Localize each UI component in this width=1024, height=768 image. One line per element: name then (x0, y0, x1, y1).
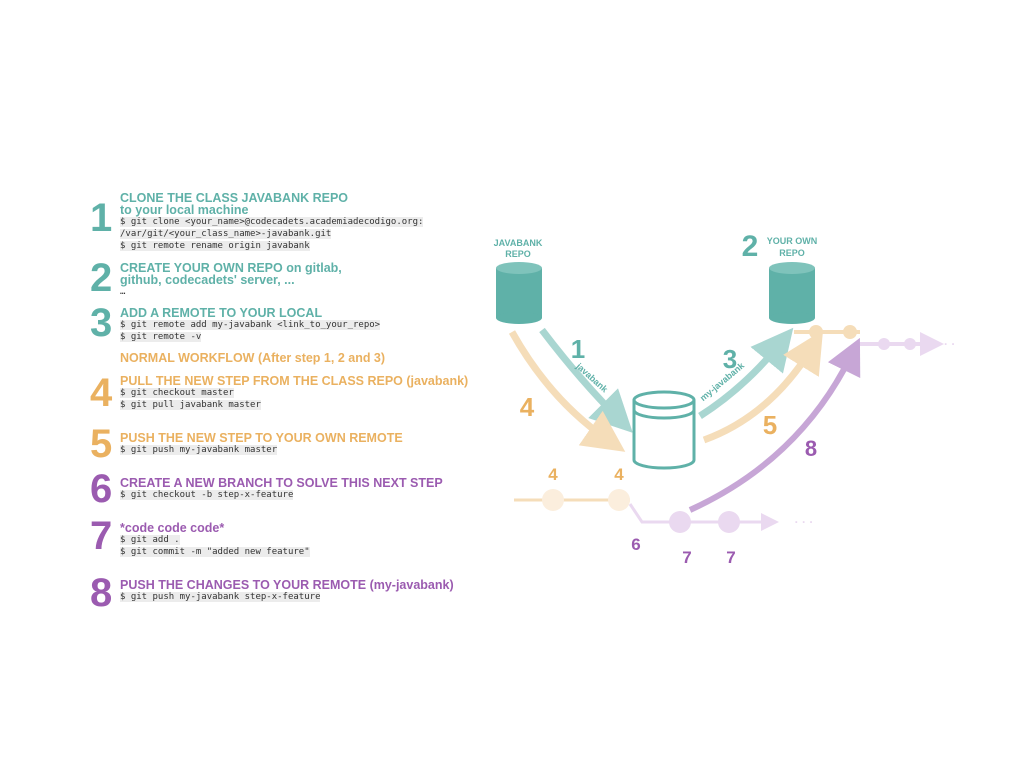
commit-dot (669, 511, 691, 533)
step-title: PUSH THE NEW STEP TO YOUR OWN REMOTE (120, 431, 403, 445)
step-title: CREATE YOUR OWN REPO on gitlab, (120, 261, 342, 275)
repo-cylinder-top (769, 262, 815, 274)
own-repo: 2 YOUR OWN REPO (742, 230, 818, 324)
arrow-push-branch-number: 8 (805, 436, 817, 461)
commit-label-7b: 7 (726, 548, 735, 567)
commit-dot (843, 325, 857, 339)
step-title: CREATE A NEW BRANCH TO SOLVE THIS NEXT S… (120, 476, 443, 490)
local-repo (632, 390, 696, 470)
arrow-clone-number: 1 (571, 334, 585, 364)
commit-label-4b: 4 (614, 465, 624, 484)
remote-branch-ellipsis: · · · (937, 337, 956, 351)
repo-cylinder-bottom (769, 312, 815, 324)
step-number: 2 (90, 256, 113, 300)
commit-label-7a: 7 (682, 548, 691, 567)
code-line: $ git push my-javabank step-x-feature (120, 592, 321, 602)
commit-dot (608, 489, 630, 511)
step-title: PULL THE NEW STEP FROM THE CLASS REPO (j… (120, 374, 469, 388)
commit-dot (718, 511, 740, 533)
step-number: 4 (90, 371, 113, 415)
repo-cylinder-bottom (496, 312, 542, 324)
commit-label-6: 6 (631, 535, 640, 554)
step-number: 6 (90, 467, 113, 511)
repo-cylinder-top (496, 262, 542, 274)
own-repo-label-2: REPO (779, 248, 805, 258)
code-line: $ git checkout -b step-x-feature (120, 490, 294, 500)
own-repo-number: 2 (742, 230, 759, 263)
code-line: $ git remote add my-javabank <link_to_yo… (120, 320, 381, 330)
code-line: $ git commit -m "added new feature" (120, 547, 310, 557)
step-title-line2: github, codecadets' server, ... (120, 273, 295, 287)
step-title: CLONE THE CLASS JAVABANK REPO (120, 191, 349, 205)
code-line: $ git push my-javabank master (120, 445, 278, 455)
arrow-push-branch (688, 337, 861, 513)
repo-cylinder-body (496, 268, 542, 318)
commit-dot (878, 338, 890, 350)
step-number: 5 (90, 422, 113, 466)
arrow-pull-number: 4 (520, 392, 535, 422)
commit-label-4a: 4 (548, 465, 558, 484)
git-workflow-diagram: JAVABANK REPO 2 YOUR OWN REPO 1 javabank… (494, 230, 956, 567)
code-line: /var/git/<your_class_name>-javabank.git (120, 229, 332, 239)
commit-dot (542, 489, 564, 511)
step-title-line2: to your local machine (120, 203, 249, 217)
repo-cylinder-body (769, 268, 815, 318)
arrow-push-master (702, 330, 824, 444)
arrow-pull (508, 330, 626, 452)
arrow-clone (539, 327, 633, 433)
step-number: 1 (90, 196, 113, 240)
code-line: $ git add . (120, 535, 180, 545)
commit-dot (904, 338, 916, 350)
step-number: 3 (90, 301, 113, 345)
section-heading: NORMAL WORKFLOW (After step 1, 2 and 3) (120, 351, 386, 365)
javabank-repo-label: JAVABANK (494, 238, 543, 248)
code-line: $ git pull javabank master (120, 400, 261, 410)
code-line: $ git remote -v (120, 332, 202, 342)
arrow-add-remote (698, 327, 794, 419)
step-title: *code code code* (120, 521, 225, 535)
step-title: ADD A REMOTE TO YOUR LOCAL (120, 306, 323, 320)
step-title: PUSH THE CHANGES TO YOUR REMOTE (my-java… (120, 578, 454, 592)
step-number: 7 (90, 514, 113, 558)
code-line: … (120, 287, 126, 297)
code-line: $ git clone <your_name>@codecadets.acade… (120, 217, 424, 227)
javabank-repo: JAVABANK REPO (494, 238, 543, 324)
local-branch-ellipsis: · · · (795, 515, 814, 529)
commit-dot (809, 325, 823, 339)
code-line: $ git checkout master (120, 388, 234, 398)
code-line: $ git remote rename origin javabank (120, 241, 310, 251)
arrow-push-master-number: 5 (763, 410, 777, 440)
javabank-repo-label-2: REPO (505, 249, 531, 259)
arrow-add-remote-number: 3 (723, 344, 737, 374)
local-cylinder-top (632, 390, 696, 410)
local-cylinder-body (632, 400, 696, 470)
step-number: 8 (90, 571, 113, 615)
own-repo-label: YOUR OWN (767, 236, 818, 246)
